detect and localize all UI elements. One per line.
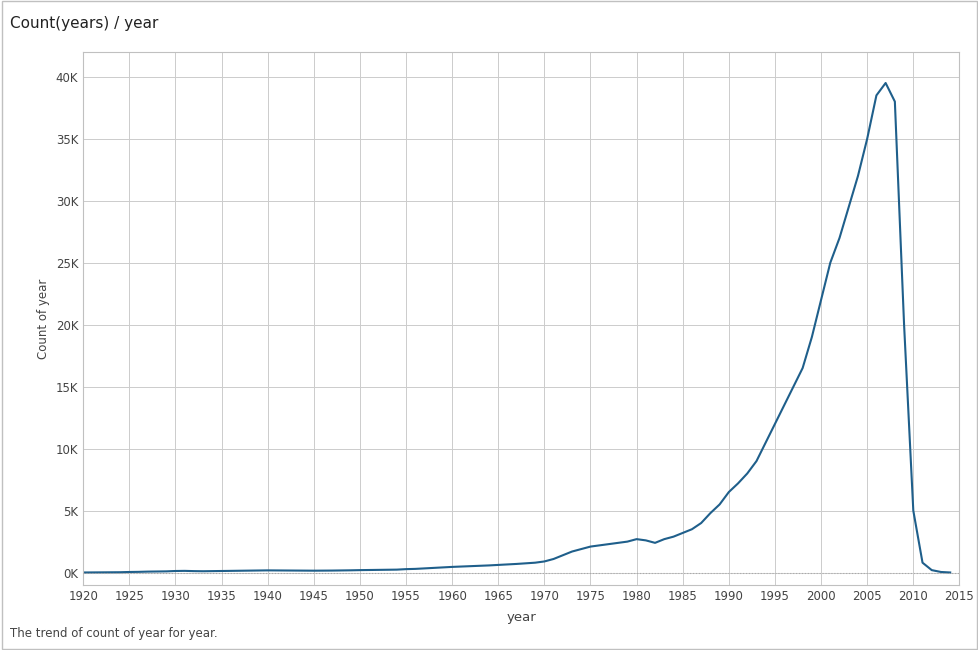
- X-axis label: year: year: [506, 611, 536, 624]
- Text: Count(years) / year: Count(years) / year: [10, 16, 158, 31]
- Y-axis label: Count of year: Count of year: [37, 278, 50, 359]
- Text: The trend of count of year for year.: The trend of count of year for year.: [10, 627, 217, 640]
